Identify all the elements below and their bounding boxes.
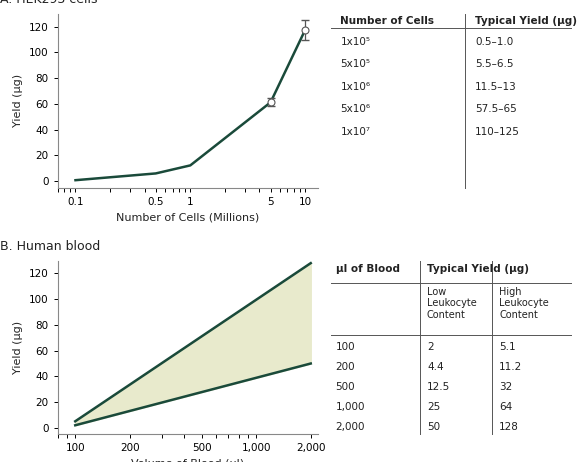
- Text: 11.2: 11.2: [499, 362, 522, 372]
- Text: Low
Leukocyte
Content: Low Leukocyte Content: [427, 286, 477, 320]
- Text: 5x10⁵: 5x10⁵: [340, 59, 370, 69]
- Text: 1,000: 1,000: [336, 402, 365, 412]
- Text: 4.4: 4.4: [427, 362, 444, 372]
- Text: 25: 25: [427, 402, 440, 412]
- Text: 110–125: 110–125: [475, 127, 520, 137]
- X-axis label: Volume of Blood (μl): Volume of Blood (μl): [132, 459, 245, 462]
- Y-axis label: Yield (μg): Yield (μg): [13, 321, 23, 374]
- Text: 1x10⁷: 1x10⁷: [340, 127, 370, 137]
- Text: 5.5–6.5: 5.5–6.5: [475, 59, 514, 69]
- Text: 0.5–1.0: 0.5–1.0: [475, 36, 514, 47]
- Text: A. HEK293 cells: A. HEK293 cells: [1, 0, 98, 6]
- Text: 100: 100: [336, 342, 355, 352]
- Text: 128: 128: [499, 422, 519, 432]
- Text: 2: 2: [427, 342, 433, 352]
- Text: 2,000: 2,000: [336, 422, 365, 432]
- Text: 50: 50: [427, 422, 440, 432]
- Text: 12.5: 12.5: [427, 382, 450, 392]
- Y-axis label: Yield (μg): Yield (μg): [13, 74, 23, 128]
- Text: 5.1: 5.1: [499, 342, 516, 352]
- Text: 200: 200: [336, 362, 355, 372]
- Text: Typical Yield (μg): Typical Yield (μg): [427, 264, 529, 274]
- Text: Typical Yield (μg): Typical Yield (μg): [475, 16, 577, 26]
- Text: 64: 64: [499, 402, 512, 412]
- Text: High
Leukocyte
Content: High Leukocyte Content: [499, 286, 549, 320]
- Text: 500: 500: [336, 382, 355, 392]
- Text: 57.5–65: 57.5–65: [475, 104, 517, 115]
- Text: 32: 32: [499, 382, 512, 392]
- Text: B. Human blood: B. Human blood: [1, 240, 100, 253]
- Text: Number of Cells: Number of Cells: [340, 16, 434, 26]
- Text: 1x10⁶: 1x10⁶: [340, 82, 370, 92]
- Text: μl of Blood: μl of Blood: [336, 264, 399, 274]
- Text: 1x10⁵: 1x10⁵: [340, 36, 370, 47]
- Text: 5x10⁶: 5x10⁶: [340, 104, 370, 115]
- Text: 11.5–13: 11.5–13: [475, 82, 517, 92]
- X-axis label: Number of Cells (Millions): Number of Cells (Millions): [117, 212, 260, 222]
